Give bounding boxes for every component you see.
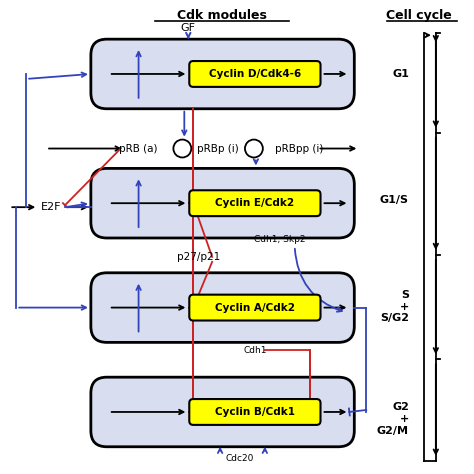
FancyBboxPatch shape: [189, 399, 320, 425]
FancyBboxPatch shape: [91, 39, 354, 109]
Text: Cyclin B/Cdk1: Cyclin B/Cdk1: [215, 407, 295, 417]
Text: Cell cycle: Cell cycle: [386, 9, 452, 22]
Text: GF: GF: [181, 23, 196, 33]
FancyBboxPatch shape: [189, 61, 320, 87]
Text: Cyclin D/Cdk4-6: Cyclin D/Cdk4-6: [209, 69, 301, 79]
Text: Cyclin A/Cdk2: Cyclin A/Cdk2: [215, 302, 295, 312]
FancyBboxPatch shape: [189, 190, 320, 216]
FancyBboxPatch shape: [91, 168, 354, 238]
Text: p27/p21: p27/p21: [177, 252, 220, 262]
FancyBboxPatch shape: [189, 295, 320, 320]
Text: Cyclin E/Cdk2: Cyclin E/Cdk2: [215, 198, 294, 208]
Text: G2
+
G2/M: G2 + G2/M: [377, 402, 409, 436]
Text: S
+
S/G2: S + S/G2: [380, 290, 409, 323]
Text: Cdc20: Cdc20: [226, 454, 254, 463]
FancyBboxPatch shape: [91, 273, 354, 342]
Text: pRBp (i): pRBp (i): [197, 144, 239, 154]
Text: Cdh1, Skp2: Cdh1, Skp2: [254, 236, 306, 245]
Text: Cdk modules: Cdk modules: [177, 9, 267, 22]
Text: G1/S: G1/S: [380, 195, 409, 205]
Text: E2F: E2F: [41, 202, 61, 212]
Text: pRB (a): pRB (a): [119, 144, 158, 154]
FancyBboxPatch shape: [91, 377, 354, 447]
Text: G1: G1: [392, 69, 409, 79]
Text: pRBpp (i): pRBpp (i): [275, 144, 324, 154]
Text: Cdh1: Cdh1: [243, 346, 267, 355]
